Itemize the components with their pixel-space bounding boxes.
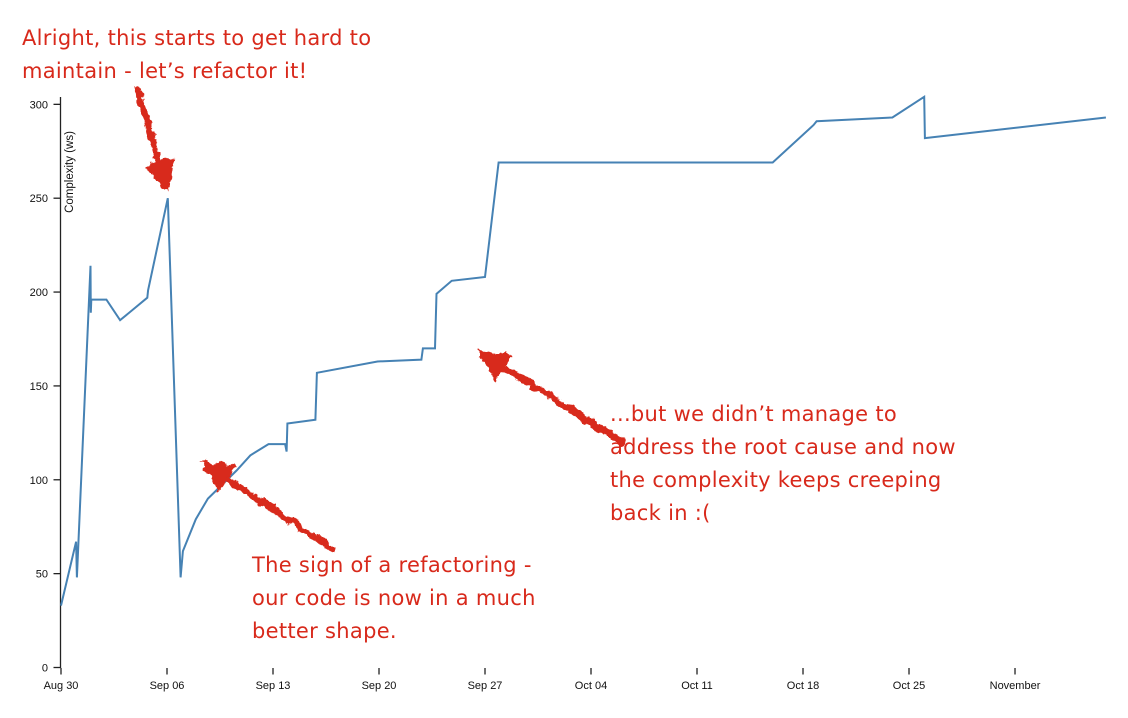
x-tick-label: Sep 20 [362,680,397,692]
x-tick-label: Oct 04 [575,680,607,692]
x-tick-label: November [990,680,1041,692]
y-tick-label: 100 [30,475,48,487]
x-tick-label: Sep 13 [256,680,291,692]
arrow-head [200,461,236,492]
arrow-shaft [133,84,165,171]
y-axis: 0 50 100 150 200 250 300 Complexity (ws) [30,97,76,675]
y-tick-label: 150 [30,381,48,393]
y-tick-label: 50 [36,569,48,581]
annotation-arrows [133,84,626,553]
x-tick-label: Aug 30 [44,680,79,692]
y-tick-label: 200 [30,287,48,299]
arrow-head [143,156,175,192]
arrow-shaft [218,471,337,553]
x-tick-label: Oct 18 [787,680,819,692]
x-tick-label: Sep 06 [150,680,185,692]
x-tick-label: Oct 25 [893,680,925,692]
x-tick-label: Sep 27 [468,680,503,692]
y-tick-label: 300 [30,99,48,111]
y-tick-label: 250 [30,193,48,205]
complexity-series-line [60,94,1107,606]
arrow-head [477,351,513,382]
annotation-refactoring-sign: The sign of a refactoring - our code is … [252,553,536,643]
annotation-refactor-note: Alright, this starts to get hard to main… [22,26,372,83]
y-axis-title: Complexity (ws) [64,131,76,213]
x-axis: Aug 30 Sep 06 Sep 13 Sep 20 Sep 27 Oct 04 Oct … [44,668,1041,692]
annotation-complexity-creep: ...but we didn’t manage to address the r… [610,402,956,525]
arrow-shaft [495,361,626,446]
y-tick-label: 0 [42,663,48,675]
x-tick-label: Oct 11 [681,680,713,692]
